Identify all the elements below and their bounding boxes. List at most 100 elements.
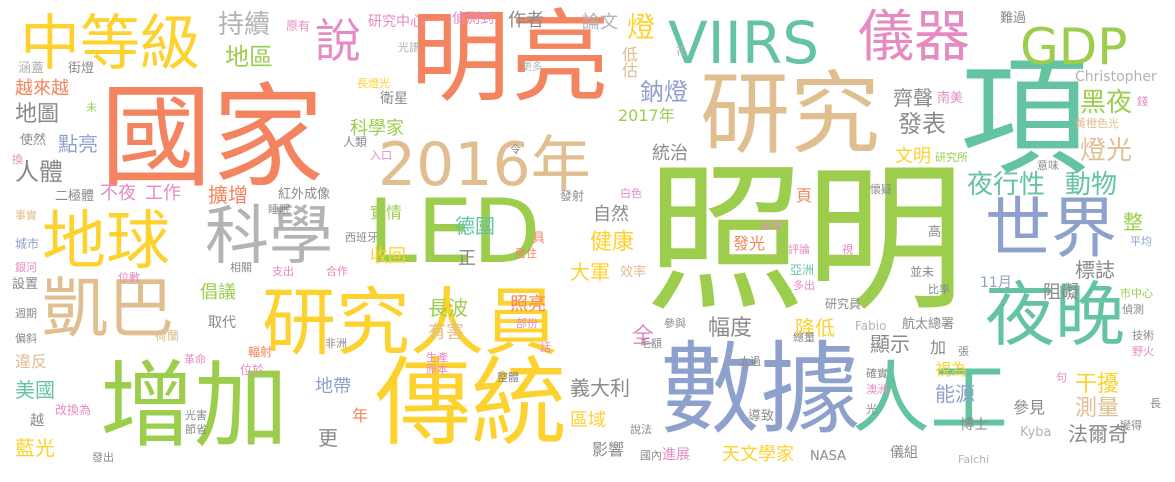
word: 頁	[796, 186, 813, 205]
word: 幅度	[708, 316, 753, 341]
word: 干擾	[1075, 372, 1120, 397]
word: 偵測	[1122, 303, 1144, 316]
word: 偏斜	[15, 332, 37, 345]
word: 光	[866, 403, 877, 416]
word: 澳洲	[866, 383, 888, 396]
word: 平均	[1130, 235, 1152, 248]
word: 週期	[15, 307, 37, 320]
word: 總量	[793, 331, 815, 344]
word: 參與	[664, 317, 686, 330]
word: 輻射	[248, 345, 273, 359]
word: 衛星	[380, 91, 408, 107]
word: 整	[1123, 210, 1143, 234]
word: 全	[632, 324, 655, 349]
word: 大軍	[570, 260, 610, 284]
word: 原本	[426, 363, 448, 376]
word: Christopher	[1075, 69, 1157, 85]
word: 偵測到	[452, 11, 494, 27]
word: 未	[86, 101, 97, 114]
word: 革命	[184, 353, 206, 366]
word: 統治	[652, 143, 688, 164]
word: 高	[928, 225, 942, 240]
word: 西班牙	[345, 231, 378, 244]
word: 研究中心	[368, 14, 424, 30]
word: 並未	[910, 265, 935, 279]
word: 2017年	[618, 106, 675, 125]
word: 國內	[640, 449, 662, 462]
word-yiqi: 儀器	[858, 5, 970, 70]
word: 進展	[662, 447, 690, 463]
word-shuju: 數據	[660, 331, 860, 448]
word: 比率	[928, 283, 950, 296]
word: 花	[676, 47, 686, 58]
word: 不夜	[100, 183, 136, 204]
word-shijie: 世界	[985, 190, 1117, 267]
word: 長	[1150, 397, 1161, 410]
word: 意味	[1037, 159, 1059, 172]
word: 發出	[92, 451, 114, 464]
word: 更	[318, 426, 338, 450]
word: 城市	[15, 237, 40, 251]
word: 自然	[593, 204, 629, 225]
word: 人類	[343, 135, 368, 149]
word: 評論	[788, 243, 810, 256]
word: 亞洲	[790, 263, 815, 277]
word: 航太總署	[902, 317, 955, 332]
word: 阻礙	[1043, 282, 1079, 303]
word: 難過	[1000, 11, 1027, 26]
word: 白色	[620, 187, 642, 200]
word: 地帶	[315, 376, 351, 397]
word: 視	[842, 243, 853, 256]
word-xiang: 項	[960, 44, 1089, 193]
word: 正	[458, 248, 476, 269]
word: 整體	[497, 371, 519, 384]
word: 涵蓋	[18, 61, 45, 76]
word: 夜行性	[967, 170, 1046, 200]
word: 野火	[1132, 345, 1154, 358]
word: 句	[1056, 371, 1067, 384]
word: 荷蘭	[155, 329, 180, 343]
word-yewan: 夜晚	[985, 274, 1125, 356]
word: 令	[510, 143, 521, 156]
word: 實情	[370, 203, 403, 222]
word-rengong: 人工	[852, 354, 1009, 444]
word: 測量	[1075, 396, 1120, 421]
word: 取代	[208, 315, 236, 331]
word: 義大利	[570, 376, 630, 400]
word: 入口	[370, 149, 392, 162]
word: 二極體	[55, 189, 95, 204]
word: 全球	[760, 219, 782, 232]
word: 持續	[218, 10, 271, 40]
word: 部份	[516, 317, 538, 330]
word: 錢	[1137, 95, 1148, 108]
word: 技術	[1132, 329, 1154, 342]
word: 銀河	[15, 261, 37, 274]
word: 改換為	[55, 403, 92, 417]
word: 張	[958, 345, 969, 358]
word-viirs: VIIRS	[668, 9, 820, 77]
word-zhaoming: 照明	[645, 146, 966, 333]
word: 藍光	[15, 436, 55, 460]
word: 博士	[960, 417, 988, 433]
word-diqiu: 地球	[42, 205, 170, 279]
word: 太過	[739, 355, 761, 368]
word: 相關	[230, 261, 252, 274]
word: NASA	[810, 449, 847, 464]
word: 具	[532, 231, 546, 246]
word: 降低	[795, 316, 835, 340]
word: 使然	[20, 133, 47, 148]
word: 效率	[620, 265, 647, 280]
word: 長波	[428, 296, 468, 320]
word-2016: 2016年	[378, 130, 591, 200]
word-kaiba: 凱巴	[42, 270, 174, 347]
word-led: LED	[368, 180, 541, 283]
word: 居住	[515, 247, 537, 260]
word: 有害	[428, 322, 464, 343]
word: 確實	[866, 367, 888, 380]
word: 睡眠	[268, 203, 290, 216]
word-shuo: 說	[315, 14, 361, 68]
word: 原有	[286, 19, 311, 33]
word: 非洲	[325, 337, 347, 350]
word: 位於	[240, 363, 265, 377]
